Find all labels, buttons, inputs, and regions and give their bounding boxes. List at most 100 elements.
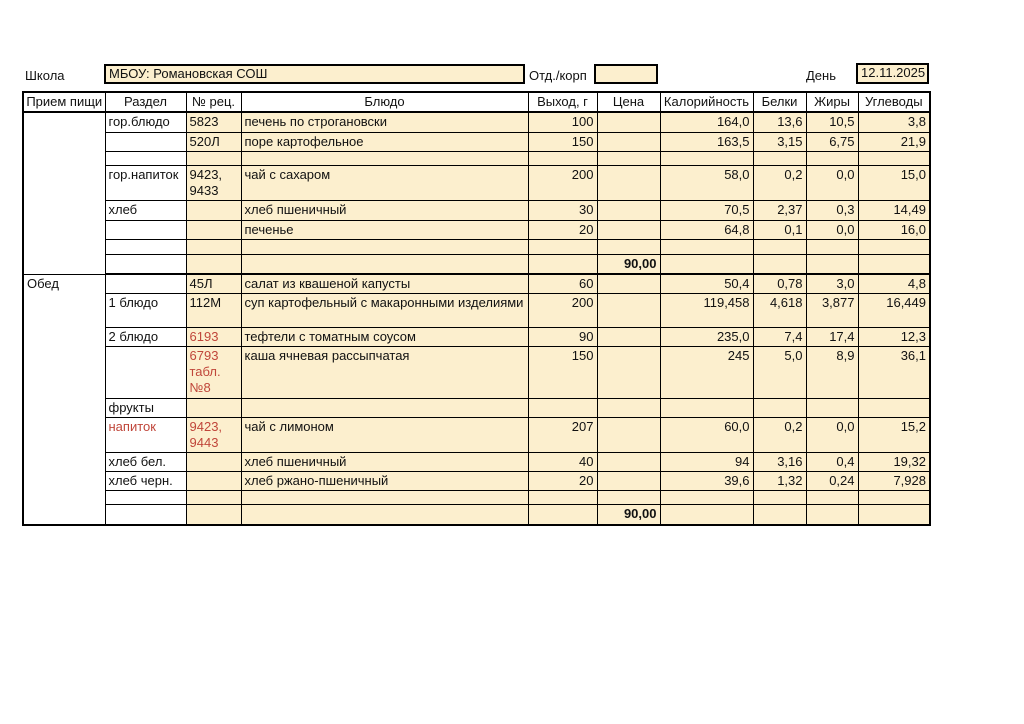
cell-carbs[interactable] [857, 150, 931, 166]
cell-protein[interactable]: 3,15 [752, 131, 807, 152]
cell-section[interactable] [104, 490, 187, 505]
cell-dish[interactable]: поре картофельное [240, 131, 529, 152]
cell-meal-intake[interactable] [22, 111, 106, 275]
school-name-field[interactable]: МБОУ: Романовская СОШ [104, 64, 525, 84]
cell-recipe-number[interactable] [185, 238, 242, 255]
cell-section[interactable]: напиток [104, 417, 187, 453]
cell-dish[interactable]: тефтели с томатным соусом [240, 327, 529, 347]
cell-calories[interactable]: 64,8 [659, 219, 754, 240]
cell-section[interactable]: 2 блюдо [104, 327, 187, 347]
cell-section[interactable]: 1 блюдо [104, 293, 187, 328]
cell-fat[interactable]: 8,9 [805, 346, 859, 399]
cell-dish[interactable] [240, 398, 529, 418]
cell-dish[interactable] [240, 253, 529, 275]
cell-output[interactable]: 20 [527, 219, 598, 240]
cell-section[interactable] [104, 150, 187, 166]
cell-carbs[interactable]: 15,2 [857, 417, 931, 453]
cell-fat[interactable] [805, 490, 859, 505]
cell-dish[interactable] [240, 238, 529, 255]
cell-protein[interactable] [752, 150, 807, 166]
cell-recipe-number[interactable]: 45Л [185, 273, 242, 294]
cell-carbs[interactable]: 36,1 [857, 346, 931, 399]
cell-section[interactable] [104, 253, 187, 275]
cell-dish[interactable]: чай с сахаром [240, 164, 529, 201]
cell-section[interactable]: хлеб черн. [104, 471, 187, 491]
cell-recipe-number[interactable] [185, 219, 242, 240]
cell-output[interactable]: 200 [527, 293, 598, 328]
cell-dish[interactable] [240, 490, 529, 505]
cell-output[interactable]: 60 [527, 273, 598, 294]
cell-dish[interactable]: суп картофельный с макаронными изделиями [240, 293, 529, 328]
cell-calories[interactable] [659, 238, 754, 255]
header-carbs[interactable]: Углеводы [857, 91, 931, 113]
header-calories[interactable]: Калорийность [659, 91, 754, 113]
cell-fat[interactable]: 3,877 [805, 293, 859, 328]
cell-price[interactable] [596, 273, 661, 294]
cell-carbs[interactable]: 12,3 [857, 327, 931, 347]
cell-dish[interactable]: каша ячневая рассыпчатая [240, 346, 529, 399]
cell-section[interactable] [104, 273, 187, 294]
cell-protein[interactable]: 7,4 [752, 327, 807, 347]
cell-carbs[interactable] [857, 504, 931, 526]
header-recipe-no[interactable]: № рец. [185, 91, 242, 113]
cell-recipe-number[interactable]: 520Л [185, 131, 242, 152]
cell-calories[interactable]: 245 [659, 346, 754, 399]
cell-recipe-number[interactable]: 112М [185, 293, 242, 328]
cell-fat[interactable]: 0,24 [805, 471, 859, 491]
cell-calories[interactable]: 50,4 [659, 273, 754, 294]
cell-dish[interactable]: салат из квашеной капусты [240, 273, 529, 294]
cell-carbs[interactable] [857, 490, 931, 505]
cell-recipe-number[interactable]: 6193 [185, 327, 242, 347]
cell-section[interactable] [104, 131, 187, 152]
cell-output[interactable] [527, 398, 598, 418]
cell-protein[interactable] [752, 238, 807, 255]
cell-calories[interactable]: 119,458 [659, 293, 754, 328]
cell-price[interactable] [596, 238, 661, 255]
cell-price[interactable] [596, 471, 661, 491]
cell-calories[interactable] [659, 150, 754, 166]
cell-fat[interactable]: 0,4 [805, 452, 859, 472]
cell-carbs[interactable]: 14,49 [857, 199, 931, 221]
cell-recipe-number[interactable] [185, 150, 242, 166]
date-field[interactable]: 12.11.2025 [856, 63, 929, 84]
cell-fat[interactable] [805, 398, 859, 418]
cell-fat[interactable] [805, 238, 859, 255]
cell-calories[interactable]: 164,0 [659, 111, 754, 133]
cell-calories[interactable]: 58,0 [659, 164, 754, 201]
cell-fat[interactable]: 0,0 [805, 417, 859, 453]
cell-output[interactable] [527, 253, 598, 275]
cell-protein[interactable]: 0,2 [752, 164, 807, 201]
cell-calories[interactable]: 163,5 [659, 131, 754, 152]
cell-fat[interactable]: 10,5 [805, 111, 859, 133]
cell-section[interactable]: гор.напиток [104, 164, 187, 201]
cell-protein[interactable]: 0,1 [752, 219, 807, 240]
cell-dish[interactable]: печенье [240, 219, 529, 240]
cell-recipe-number[interactable] [185, 452, 242, 472]
cell-dish[interactable]: печень по строгановски [240, 111, 529, 133]
cell-calories[interactable]: 94 [659, 452, 754, 472]
cell-calories[interactable] [659, 253, 754, 275]
cell-carbs[interactable]: 19,32 [857, 452, 931, 472]
cell-price[interactable] [596, 131, 661, 152]
cell-recipe-number[interactable] [185, 253, 242, 275]
cell-output[interactable]: 100 [527, 111, 598, 133]
cell-carbs[interactable]: 21,9 [857, 131, 931, 152]
cell-carbs[interactable] [857, 253, 931, 275]
cell-price[interactable] [596, 346, 661, 399]
cell-price[interactable] [596, 327, 661, 347]
cell-price[interactable] [596, 111, 661, 133]
cell-output[interactable]: 200 [527, 164, 598, 201]
cell-calories[interactable] [659, 398, 754, 418]
cell-protein[interactable] [752, 253, 807, 275]
cell-fat[interactable]: 3,0 [805, 273, 859, 294]
cell-protein[interactable]: 0,78 [752, 273, 807, 294]
cell-price[interactable] [596, 417, 661, 453]
cell-section[interactable]: фрукты [104, 398, 187, 418]
cell-recipe-number[interactable] [185, 504, 242, 526]
cell-protein[interactable]: 4,618 [752, 293, 807, 328]
cell-section[interactable] [104, 238, 187, 255]
cell-price[interactable]: 90,00 [596, 253, 661, 275]
cell-dish[interactable]: хлеб пшеничный [240, 199, 529, 221]
cell-fat[interactable]: 17,4 [805, 327, 859, 347]
cell-carbs[interactable] [857, 398, 931, 418]
